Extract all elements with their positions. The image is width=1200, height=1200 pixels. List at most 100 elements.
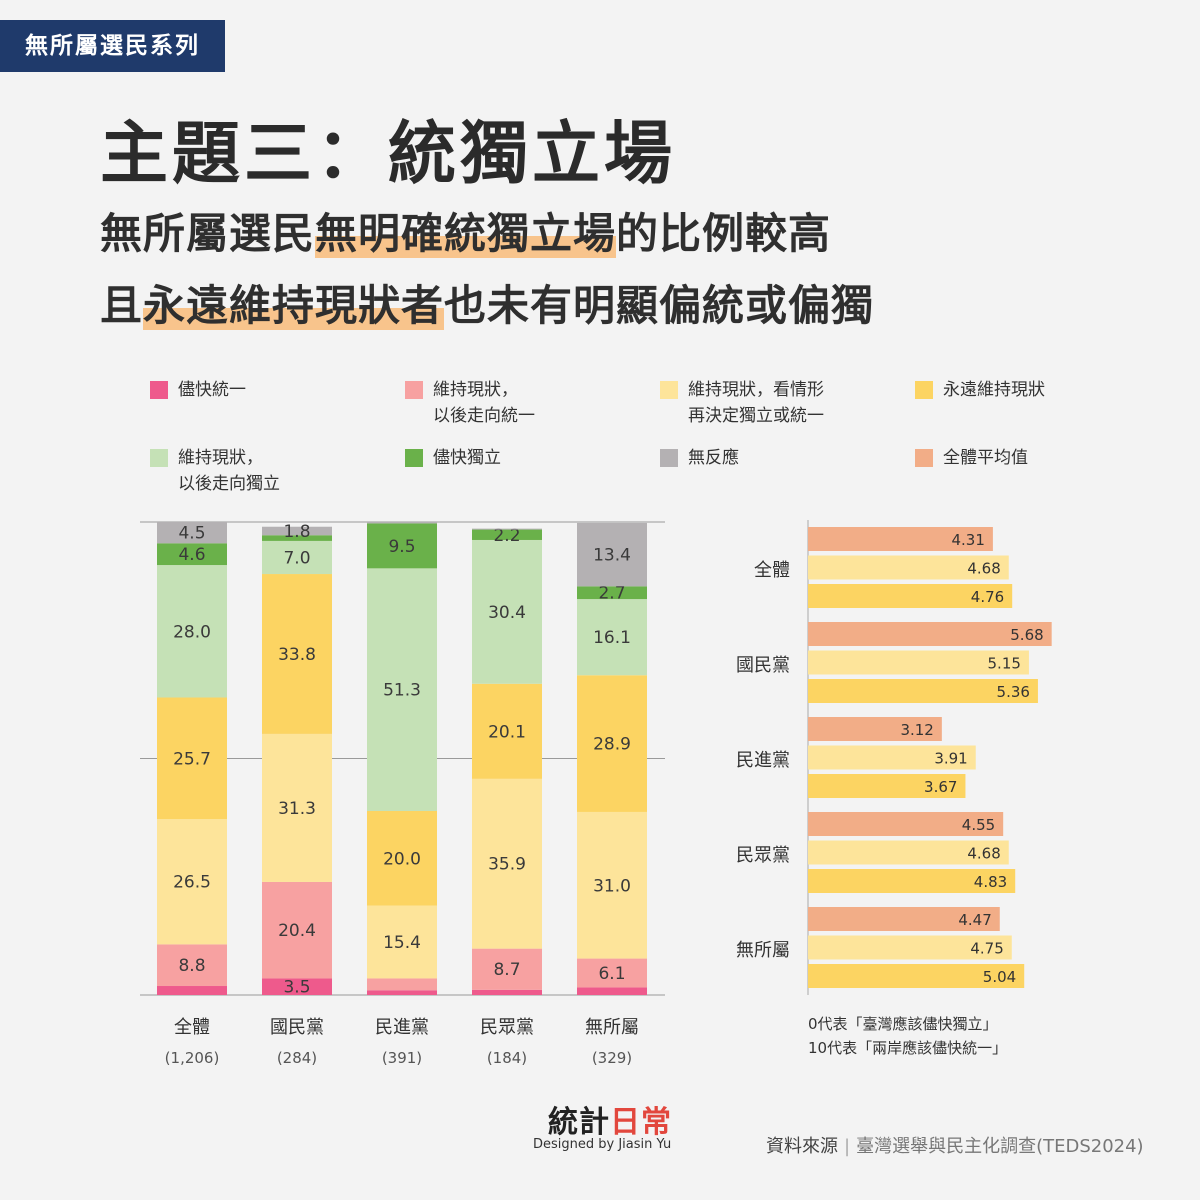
bar-value-label: 31.3	[278, 799, 316, 819]
bar-segment	[577, 987, 647, 995]
x-category-label: 無所屬	[585, 1017, 639, 1038]
x-category-label: 民進黨	[375, 1017, 429, 1038]
bar-value-label: 26.5	[173, 873, 211, 893]
bar-segment	[157, 819, 227, 945]
legend-label: 維持現狀，看情形 再決定獨立或統一	[688, 380, 824, 426]
sample-size-label: (184)	[487, 1049, 527, 1067]
bar-value-label: 16.1	[593, 628, 631, 648]
legend-item: 維持現狀， 以後走向統一	[405, 377, 535, 429]
sample-size-label: (284)	[277, 1049, 317, 1067]
legend-label: 維持現狀， 以後走向統一	[433, 380, 535, 426]
bar-segment	[262, 526, 332, 536]
hbar-value-label: 4.83	[974, 873, 1007, 891]
hbar-category-label: 民眾黨	[736, 845, 790, 866]
hbar-value-label: 5.36	[997, 683, 1030, 701]
legend-label: 儘快統一	[178, 380, 246, 400]
bar-value-label: 3.5	[283, 978, 310, 998]
legend-swatch	[405, 381, 423, 399]
bar-segment	[367, 978, 437, 991]
bar-value-label: 25.7	[173, 749, 211, 769]
bar-segment	[157, 543, 227, 566]
hbar-value-label: 4.31	[951, 531, 984, 549]
hbar-value-label: 3.91	[934, 750, 967, 768]
subtitle-part: 也未有明顯偏統或偏獨	[444, 281, 875, 330]
bar-segment	[472, 529, 542, 540]
bar-segment	[262, 881, 332, 979]
bar-value-label: 20.1	[488, 722, 526, 742]
legend-swatch	[660, 381, 678, 399]
sample-size-label: (1,206)	[165, 1049, 220, 1067]
legend-label: 全體平均值	[943, 448, 1028, 468]
bar-segment	[472, 948, 542, 990]
source-value: 臺灣選舉與民主化調查(TEDS2024)	[856, 1136, 1144, 1157]
hbar	[808, 717, 942, 741]
bar-value-label: 51.3	[383, 681, 421, 701]
bar-segment	[262, 540, 332, 575]
data-source: 資料來源 | 臺灣選舉與民主化調查(TEDS2024)	[766, 1132, 1144, 1158]
hbar	[808, 679, 1038, 703]
hbar-value-label: 4.55	[962, 816, 995, 834]
x-category-label: 國民黨	[270, 1017, 324, 1038]
legend-swatch	[150, 381, 168, 399]
bar-segment	[472, 528, 542, 530]
bar-segment	[367, 568, 437, 812]
logo-text-accent: 日常	[610, 1105, 672, 1140]
x-category-label: 民眾黨	[480, 1017, 534, 1038]
hbar	[808, 907, 1000, 931]
bar-value-label: 7.0	[283, 548, 310, 568]
bar-segment	[367, 905, 437, 979]
bar-value-label: 2.2	[493, 526, 520, 546]
bar-segment	[577, 586, 647, 600]
legend-item: 儘快獨立	[405, 445, 501, 471]
legend-swatch	[150, 449, 168, 467]
hbar-value-label: 4.75	[970, 940, 1003, 958]
subtitle-line-2: 且永遠維持現狀者也未有明顯偏統或偏獨	[100, 272, 874, 333]
bar-value-label: 4.5	[178, 524, 205, 544]
source-separator: |	[844, 1136, 851, 1157]
bar-value-label: 30.4	[488, 603, 526, 623]
bar-value-label: 28.0	[173, 622, 211, 642]
bar-segment	[472, 989, 542, 995]
hbar-category-label: 國民黨	[736, 655, 790, 676]
bar-value-label: 8.7	[493, 960, 520, 980]
hbar-value-label: 4.68	[967, 845, 1000, 863]
legend-swatch	[405, 449, 423, 467]
hbar-value-label: 3.12	[900, 721, 933, 739]
bar-value-label: 4.6	[178, 545, 205, 565]
hbar	[808, 527, 993, 551]
bar-value-label: 20.4	[278, 921, 316, 941]
hbar-value-label: 5.15	[988, 655, 1021, 673]
bar-value-label: 28.9	[593, 735, 631, 755]
hbar	[808, 650, 1029, 675]
bar-segment	[262, 535, 332, 541]
bar-segment	[367, 811, 437, 906]
legend-item: 儘快統一	[150, 377, 246, 403]
hbar	[808, 869, 1016, 893]
bar-value-label: 13.4	[593, 546, 631, 566]
bar-value-label: 15.4	[383, 933, 421, 953]
scale-note: 0代表「臺灣應該儘快獨立」 10代表「兩岸應該儘快統一」	[808, 1012, 1007, 1060]
legend-swatch	[915, 449, 933, 467]
hbar-category-label: 民進黨	[736, 750, 790, 771]
brand-logo: 統計日常	[548, 1097, 672, 1141]
bar-segment	[577, 958, 647, 988]
hbar	[808, 774, 966, 798]
hbar-value-label: 4.47	[958, 911, 991, 929]
subtitle-part: 的比例較高	[616, 209, 832, 258]
legend-item: 無反應	[660, 445, 739, 471]
legend-label: 維持現狀， 以後走向獨立	[178, 448, 280, 494]
hbar	[808, 840, 1009, 865]
subtitle-part: 且	[100, 281, 144, 330]
hbar-value-label: 3.67	[924, 778, 957, 796]
bar-segment	[577, 522, 647, 587]
x-category-label: 全體	[174, 1017, 210, 1038]
bar-segment	[472, 683, 542, 779]
bar-segment	[577, 599, 647, 676]
bar-segment	[157, 522, 227, 544]
logo-text: 統計	[548, 1105, 610, 1140]
hbar	[808, 964, 1025, 988]
subtitle-part: 無所屬選民	[100, 209, 316, 258]
legend-label: 無反應	[688, 448, 739, 468]
bar-value-label: 9.5	[388, 537, 415, 557]
bar-value-label: 2.7	[598, 584, 625, 604]
